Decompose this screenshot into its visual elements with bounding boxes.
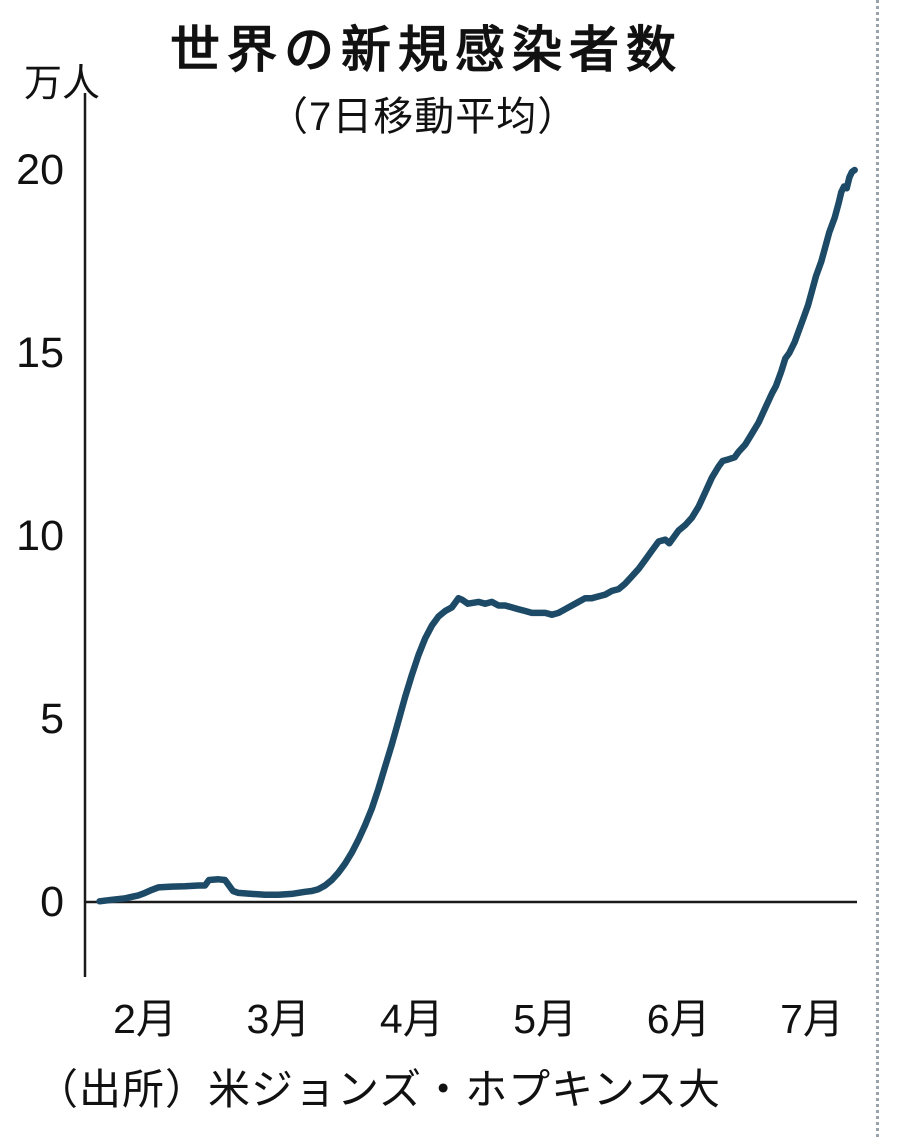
right-dotted-border xyxy=(876,0,879,1137)
x-axis-tick-labels: 2月 3月 4月 5月 6月 7月 xyxy=(0,985,900,1045)
chart-subtitle: （7日移動平均） xyxy=(268,95,579,139)
x-tick-label: 6月 xyxy=(646,996,711,1042)
y-tick-label: 10 xyxy=(16,512,64,560)
x-tick-label: 2月 xyxy=(113,996,177,1042)
x-tick-label: 5月 xyxy=(513,996,578,1042)
y-tick-label: 15 xyxy=(16,329,64,377)
x-tick-label: 4月 xyxy=(379,996,444,1042)
y-tick-label: 0 xyxy=(40,878,64,926)
series-line xyxy=(96,166,858,905)
y-axis-unit-label: 万人 xyxy=(24,63,101,105)
y-tick-label: 5 xyxy=(40,695,64,743)
y-tick-label: 20 xyxy=(16,146,64,194)
chart-title: 世界の新規感染者数 xyxy=(170,22,683,78)
x-tick-label: 3月 xyxy=(246,996,311,1042)
x-tick-label: 7月 xyxy=(780,996,844,1042)
source-note: （出所）米ジョンズ・ホプキンス大 xyxy=(36,1066,722,1113)
